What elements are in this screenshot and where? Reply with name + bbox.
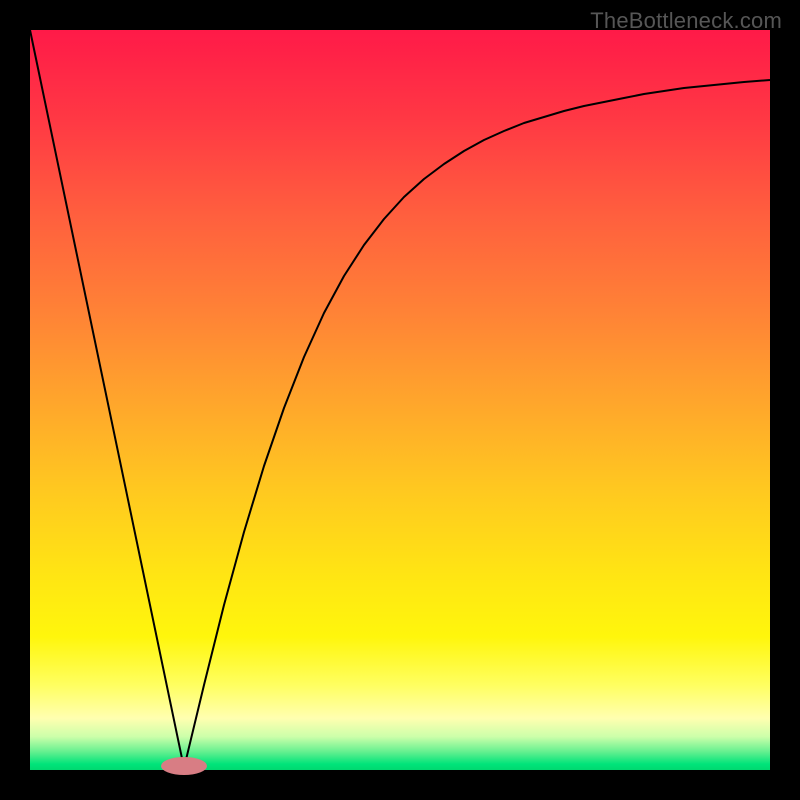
plot-background <box>30 30 770 770</box>
watermark-label: TheBottleneck.com <box>590 8 782 34</box>
bottleneck-chart <box>0 0 800 800</box>
chart-container: TheBottleneck.com <box>0 0 800 800</box>
bottleneck-marker <box>161 757 207 775</box>
